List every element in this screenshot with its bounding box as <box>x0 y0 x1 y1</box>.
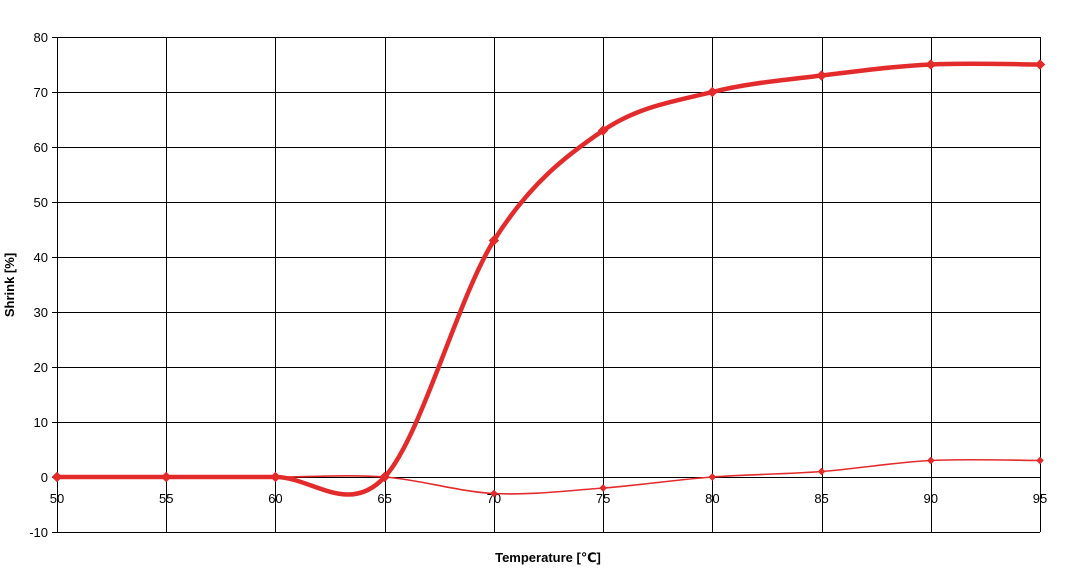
x-tick-label: 85 <box>814 491 828 506</box>
y-tick-label: 60 <box>34 140 48 155</box>
x-tick-label: 50 <box>50 491 64 506</box>
data-point-main <box>1034 59 1046 70</box>
y-tick-labels: -10 0 10 20 30 40 50 60 70 80 <box>29 30 48 540</box>
data-point-secondary <box>926 456 935 465</box>
y-tick-label: 50 <box>34 195 48 210</box>
x-tick-label: 75 <box>596 491 610 506</box>
data-point-main <box>706 86 718 98</box>
y-tick-label: 40 <box>34 250 48 265</box>
y-tick-label: 10 <box>34 415 48 430</box>
x-tick-label: 60 <box>268 491 282 506</box>
x-tick-label: 95 <box>1033 491 1047 506</box>
x-tick-label: 55 <box>159 491 173 506</box>
series-lines <box>54 61 1043 497</box>
x-tick-label: 65 <box>377 491 391 506</box>
y-tick-label: 30 <box>34 305 48 320</box>
x-axis-title: Temperature [℃] <box>495 550 601 565</box>
data-point-secondary <box>53 473 61 481</box>
data-point-secondary <box>817 467 826 476</box>
x-tick-label: 90 <box>924 491 938 506</box>
series-line-secondary <box>56 458 1041 495</box>
y-tick-label: 70 <box>34 85 48 100</box>
x-tick-label: 80 <box>705 491 719 506</box>
data-markers <box>51 59 1046 498</box>
data-point-main <box>488 235 500 246</box>
data-point-secondary <box>271 473 280 481</box>
data-point-main <box>925 59 937 70</box>
y-tick-label: 0 <box>41 470 48 485</box>
data-point-secondary <box>599 484 608 492</box>
data-point-secondary <box>380 473 389 481</box>
y-tick-label: -10 <box>29 525 48 540</box>
y-tick-label: 80 <box>34 30 48 45</box>
data-point-secondary <box>708 473 717 481</box>
data-point-secondary <box>162 473 171 481</box>
data-point-main <box>597 125 609 136</box>
y-axis-title: Shrink [%] <box>2 253 17 317</box>
data-point-secondary <box>1036 456 1044 465</box>
series-line-main <box>54 61 1043 497</box>
x-tick-label: 70 <box>487 491 501 506</box>
data-point-main <box>816 70 827 81</box>
x-tick-labels: 50 55 60 65 70 75 80 85 90 95 <box>50 491 1047 506</box>
data-point-secondary <box>489 489 498 498</box>
y-tick-label: 20 <box>34 360 48 375</box>
grid <box>52 37 1041 533</box>
